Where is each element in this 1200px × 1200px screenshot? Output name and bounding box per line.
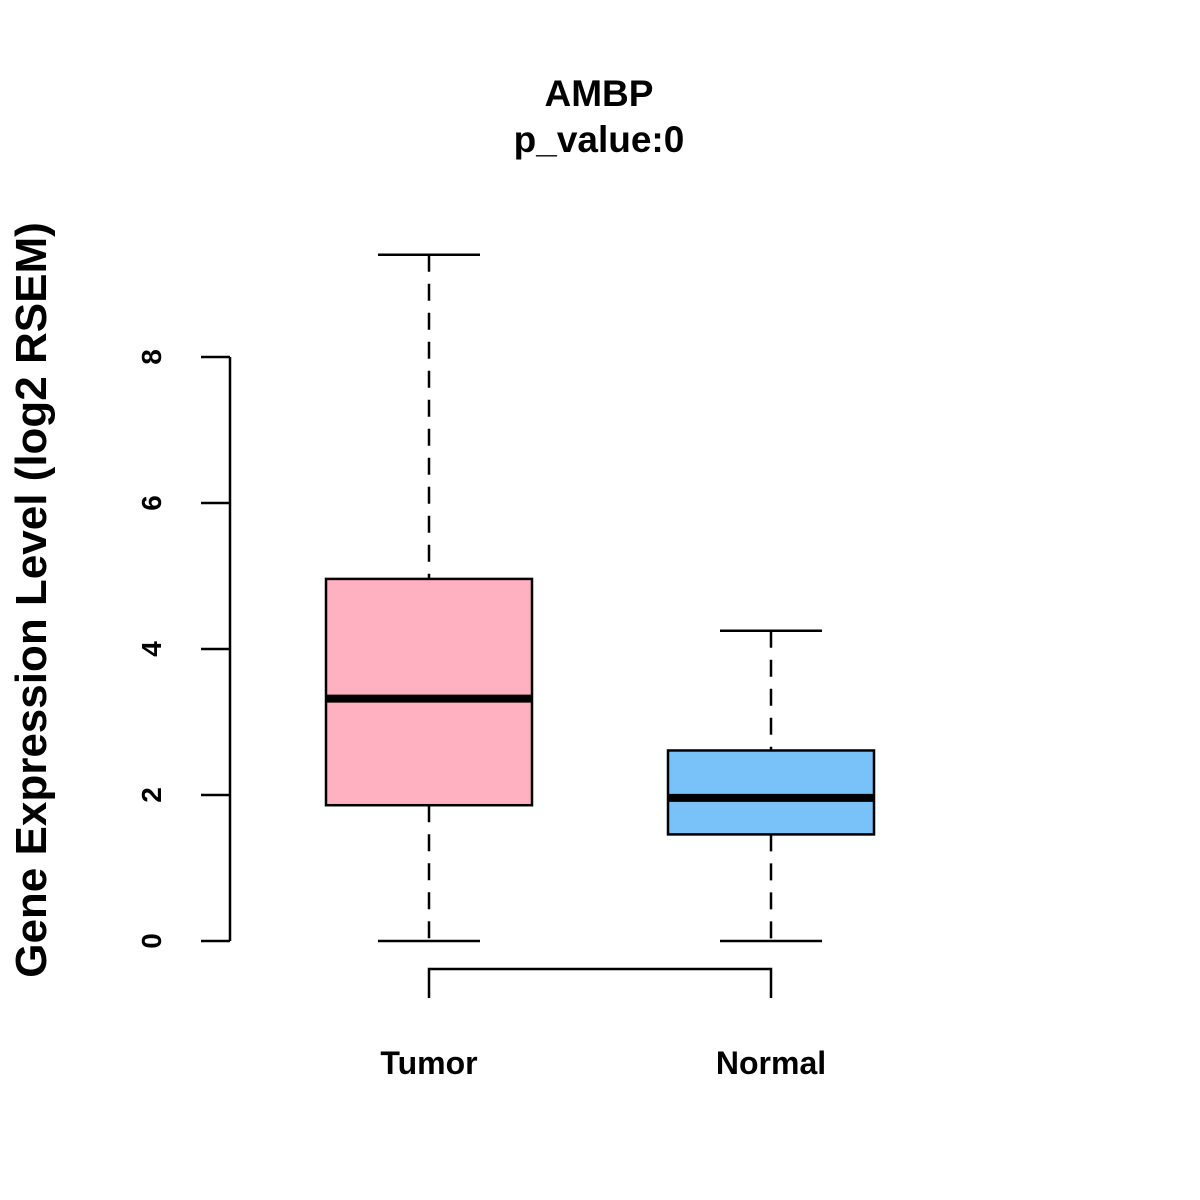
- y-tick-label-8: 8: [136, 349, 167, 365]
- chart-title: AMBP: [545, 73, 654, 114]
- y-tick-label-0: 0: [136, 933, 167, 949]
- iqr-box-tumor: [324, 577, 534, 807]
- box-tumor: [324, 253, 534, 943]
- x-label-normal: Normal: [716, 1045, 826, 1081]
- boxes-group: [324, 253, 876, 943]
- x-axis-labels: Tumor Normal: [380, 1045, 826, 1081]
- y-tick-label-2: 2: [136, 787, 167, 803]
- bracket-line: [427, 967, 773, 998]
- y-axis-label: Gene Expression Level (log2 RSEM): [7, 222, 56, 978]
- chart-subtitle: p_value:0: [514, 119, 685, 160]
- y-tick-label-4: 4: [136, 641, 167, 657]
- box-normal: [666, 629, 876, 943]
- iqr-box-normal: [666, 749, 876, 836]
- x-label-tumor: Tumor: [380, 1045, 477, 1081]
- comparison-bracket: [427, 967, 773, 998]
- y-axis: 0 2 4 6 8: [136, 349, 232, 949]
- y-tick-label-6: 6: [136, 495, 167, 511]
